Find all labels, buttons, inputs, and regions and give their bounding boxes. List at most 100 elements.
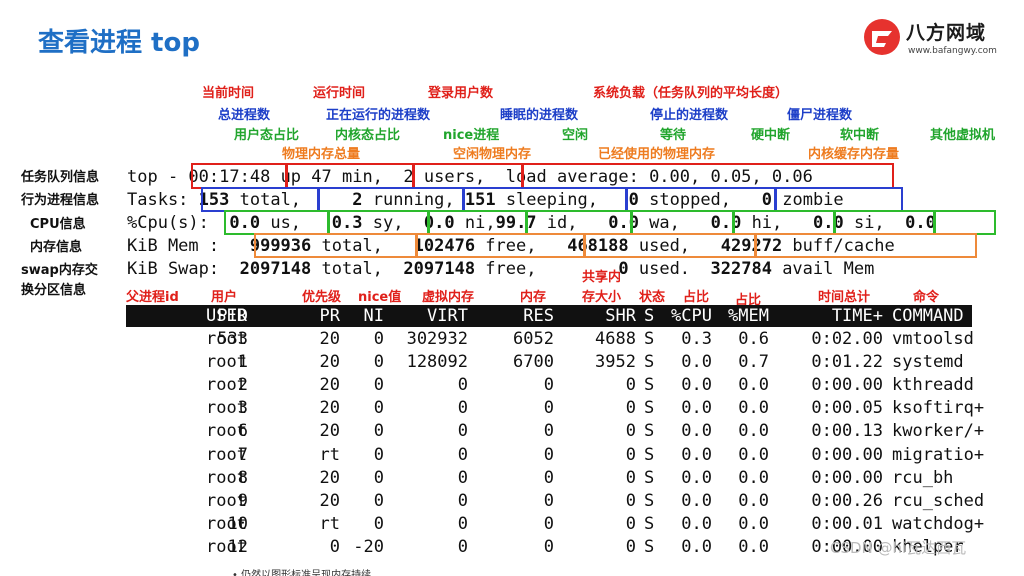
process-row: 10 root rt 0 0 0 0 S 0.0 0.0 0:00.01 watchdog+ [126, 513, 984, 536]
cell-res: 0 [543, 444, 554, 465]
column-header-virt: VIRT [427, 306, 468, 326]
tasks-running-label: running, [362, 190, 455, 210]
process-row: 3 root 20 0 0 0 0 S 0.0 0.0 0:00.05 ksoftirq+ [126, 397, 984, 420]
column-header-state: S [644, 306, 655, 326]
label-col-virt: 虚拟内存 [422, 290, 475, 305]
cell-command: ksoftirq+ [892, 398, 985, 419]
swap-total: 2097148 [239, 259, 312, 279]
cell-time: 0:00.01 [811, 513, 883, 534]
cell-command: watchdog+ [892, 513, 985, 534]
cell-user: root [206, 352, 247, 373]
swap-free: 2097148 [403, 259, 476, 279]
cell-res: 6700 [513, 352, 554, 373]
cell-cpu: 0.0 [681, 467, 712, 488]
cell-user: root [206, 375, 247, 396]
cell-res: 0 [543, 536, 554, 557]
cell-ni: 0 [373, 398, 384, 419]
cell-res: 0 [543, 513, 554, 534]
cell-shr: 3952 [595, 352, 636, 373]
cell-ni: 0 [373, 352, 384, 373]
cell-pr: 20 [319, 467, 340, 488]
cell-shr: 0 [625, 513, 636, 534]
cell-pid: 1 [237, 352, 248, 373]
cell-virt: 0 [457, 536, 468, 557]
cpu-prefix: %Cpu(s): [127, 213, 209, 233]
cell-cpu: 0.0 [681, 352, 712, 373]
summary-line-swap: KiB Swap: 2097148 total, 2097148 free, 0… [127, 259, 874, 279]
swap-used: 0 [618, 259, 629, 279]
swap-prefix: KiB Swap: [127, 259, 220, 279]
cell-cpu: 0.0 [681, 444, 712, 465]
cpu-sy-label: sy, [362, 213, 404, 233]
process-row: 12 root 0 -20 0 0 0 S 0.0 0.0 0:00.00 khelper [126, 536, 972, 559]
cpu-ni-label: ni, [454, 213, 496, 233]
label-idle-cpu: 空闲 [562, 128, 589, 143]
mem-cache-label: buff/cache [782, 236, 895, 256]
label-hard-irq: 硬中断 [751, 128, 791, 143]
cell-cpu: 0.0 [681, 398, 712, 419]
load-average: load average: 0.00, 0.05, 0.06 [505, 167, 813, 187]
box-cpu-st [934, 210, 996, 235]
cell-command: rcu_bh [892, 467, 954, 488]
cell-ni: 0 [373, 513, 384, 534]
box-mem-free [416, 233, 585, 258]
avail-mem-label: avail Mem [771, 259, 875, 279]
swap-free-label: free, [475, 259, 537, 279]
box-tasks-sleeping [463, 187, 627, 212]
tasks-total-label: total, [229, 190, 302, 210]
cell-cpu: 0.3 [681, 329, 712, 349]
label-col-shr-2: 存大小 [582, 290, 622, 305]
process-row: 7 root rt 0 0 0 0 S 0.0 0.0 0:00.00 migratio+ [126, 444, 984, 467]
label-current-time: 当前时间 [202, 86, 255, 101]
cell-ni: 0 [373, 329, 384, 349]
cell-virt: 0 [457, 444, 468, 465]
cell-pid: 9 [237, 490, 248, 511]
cell-cpu: 0.0 [681, 490, 712, 511]
label-col-ppid: 父进程id [126, 290, 179, 305]
cell-pid: 7 [237, 444, 248, 465]
box-cpu-sy [328, 210, 429, 235]
cpu-st: 0.0 [905, 213, 936, 233]
cell-user: root [206, 329, 247, 349]
cell-user: root [206, 490, 247, 511]
cell-pr: 20 [319, 352, 340, 373]
cpu-us: 0.0 [229, 213, 261, 233]
box-tasks-zombie [775, 187, 903, 212]
summary-line-tasks: Tasks: 153 total, 2 running, 151 sleepin… [127, 190, 844, 210]
cell-pid: 10 [227, 513, 248, 534]
cpu-si-label: si, [843, 213, 885, 233]
process-row: 1 root 20 0 128092 6700 3952 S 0.0 0.7 0:01.22 syst… [126, 351, 972, 374]
box-cpu-si [834, 210, 935, 235]
cell-ni: 0 [373, 421, 384, 442]
label-col-shr-1: 共享内 [582, 270, 622, 285]
cell-virt: 0 [457, 467, 468, 488]
cell-user: root [206, 467, 247, 488]
side-label-swap-1: swap内存交 [21, 263, 98, 278]
cell-virt: 0 [457, 490, 468, 511]
cell-time: 0:00.00 [811, 536, 883, 557]
tasks-sleeping: 151 [464, 190, 496, 210]
cell-cpu: 0.0 [681, 513, 712, 534]
column-header-ni: NI [363, 306, 384, 326]
label-uptime: 运行时间 [313, 86, 366, 101]
cell-time: 0:00.26 [811, 490, 883, 511]
cell-mem: 0.0 [738, 421, 769, 442]
cell-virt: 0 [457, 513, 468, 534]
cell-shr: 0 [625, 421, 636, 442]
cpu-sy: 0.3 [331, 213, 363, 233]
mem-used-label: used, [628, 236, 691, 256]
cell-shr: 0 [625, 444, 636, 465]
cell-user: root [206, 398, 247, 419]
label-mem-free: 空闲物理内存 [453, 147, 532, 162]
swap-total-label: total, [311, 259, 383, 279]
column-header-command: COMMAND [892, 306, 964, 326]
cell-state: S [644, 490, 655, 511]
mem-free: 102476 [413, 236, 476, 256]
cell-command: kworker/+ [892, 421, 985, 442]
cell-cpu: 0.0 [681, 421, 712, 442]
mem-total: 999936 [249, 236, 312, 256]
summary-line-cpu: %Cpu(s): 0.0 us, 0.3 sy, 0.0 ni,99.7 id,… [127, 213, 936, 233]
cell-res: 0 [543, 375, 554, 396]
cell-res: 0 [543, 421, 554, 442]
logo-url: www.bafangwy.com [908, 46, 997, 56]
